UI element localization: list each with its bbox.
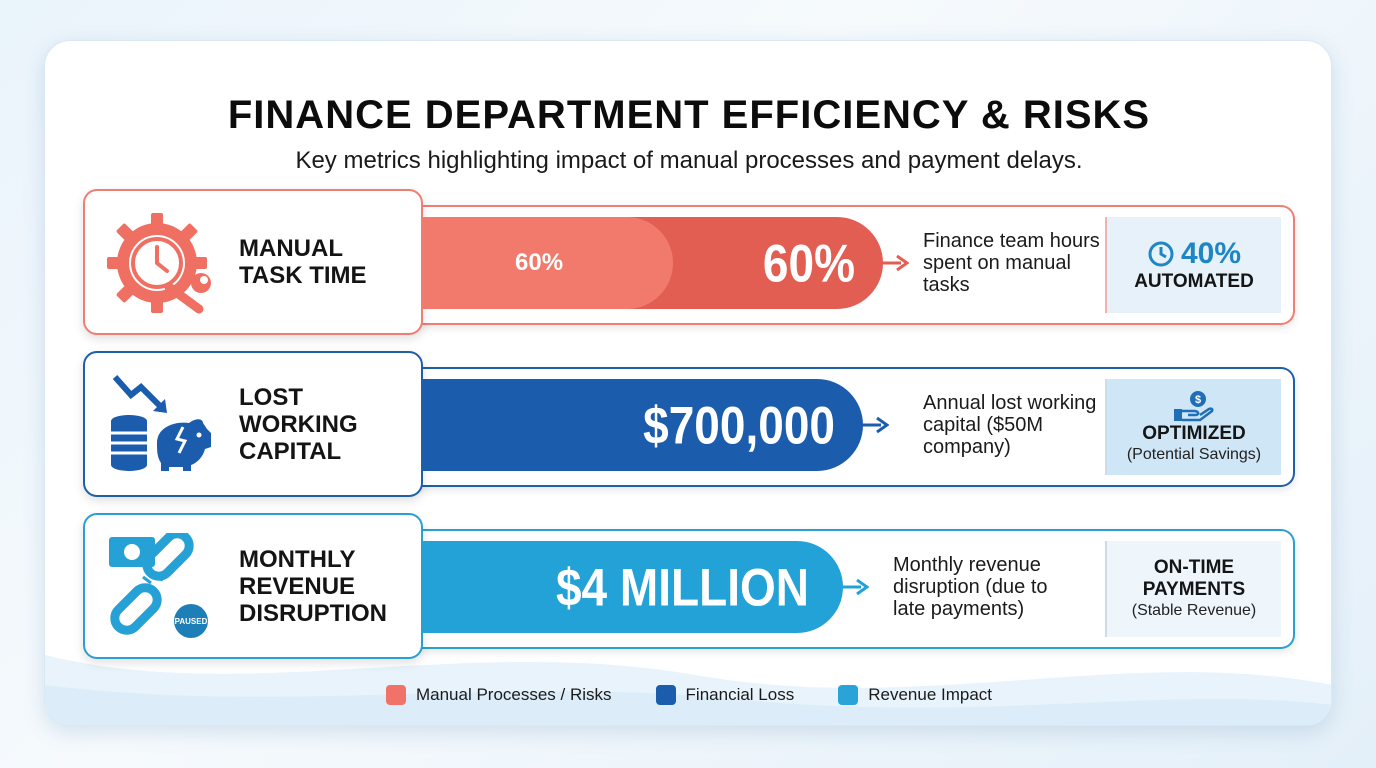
metric-description: Annual lost working capital ($50M compan… — [923, 392, 1097, 458]
infographic-card: FINANCE DEPARTMENT EFFICIENCY & RISKS Ke… — [44, 40, 1332, 726]
hand-coin-icon: $ — [1174, 391, 1214, 422]
metric-label-panel: PAUSED MONTHLY REVENUE DISRUPTION — [83, 513, 423, 659]
metric-bar: $700,000 — [423, 379, 863, 471]
arrow-right-icon — [881, 254, 909, 272]
metric-label: MANUAL TASK TIME — [239, 191, 419, 333]
solution-note: (Stable Revenue) — [1131, 602, 1257, 619]
legend-item: Revenue Impact — [838, 683, 992, 707]
bar-value: $4 MILLION — [555, 557, 809, 617]
broken-chain-money-icon: PAUSED — [109, 533, 208, 638]
bar-value: 60% — [762, 233, 855, 293]
arrow-right-icon — [841, 578, 869, 596]
metric-row-manual-task-time: MANUAL TASK TIME 60% 60% Finance team ho… — [83, 189, 1295, 335]
metric-row-monthly-revenue-disruption: PAUSED MONTHLY REVENUE DISRUPTION $4 MIL… — [83, 513, 1295, 659]
label-line: CAPITAL — [239, 437, 342, 465]
metric-bar: $4 MILLION — [423, 541, 843, 633]
coins-piggy-bank-icon — [111, 375, 211, 471]
solution-value: 40% — [1180, 237, 1242, 270]
clock-icon — [1148, 241, 1174, 267]
legend-item: Manual Processes / Risks — [385, 683, 612, 707]
page-title: FINANCE DEPARTMENT EFFICIENCY & RISKS — [227, 93, 1151, 137]
legend-label: Manual Processes / Risks — [415, 685, 612, 704]
metric-description: Finance team hours spent on manual tasks — [923, 230, 1100, 296]
solution-note: (Potential Savings) — [1126, 446, 1262, 463]
metric-description: Monthly revenue disruption (due to late … — [893, 554, 1048, 620]
solution-box: ON-TIME PAYMENTS (Stable Revenue) — [1105, 541, 1281, 637]
legend-swatch — [838, 685, 859, 705]
metric-row-lost-working-capital: LOST WORKING CAPITAL $700,000 Annual los… — [83, 351, 1295, 497]
solution-label-line: ON-TIME — [1153, 557, 1235, 578]
label-line: REVENUE — [239, 572, 356, 600]
legend-label: Revenue Impact — [868, 685, 993, 704]
metric-label-panel: LOST WORKING CAPITAL — [83, 351, 423, 497]
paused-badge-text: PAUSED — [175, 617, 208, 626]
gear-clock-wrench-icon — [107, 213, 211, 314]
label-line: MONTHLY — [239, 545, 356, 573]
metric-label-panel: MANUAL TASK TIME — [83, 189, 423, 335]
label-line: WORKING — [239, 410, 358, 438]
bar-value: $700,000 — [643, 395, 835, 455]
label-line: MANUAL — [239, 235, 343, 262]
bar-segment — [423, 217, 673, 309]
legend-label: Financial Loss — [685, 685, 795, 704]
solution-value-line: 40% — [1147, 237, 1241, 271]
label-line: DISRUPTION — [239, 599, 388, 627]
solution-box: 40% AUTOMATED — [1105, 217, 1281, 313]
metric-bar: 60% 60% — [423, 217, 883, 309]
metric-label: MONTHLY REVENUE DISRUPTION — [239, 515, 419, 657]
svg-text:$: $ — [1195, 394, 1201, 406]
background-wave — [45, 655, 1331, 725]
label-line: LOST — [239, 383, 303, 411]
label-line: TASK TIME — [239, 262, 367, 289]
legend: Manual Processes / Risks Financial Loss … — [45, 683, 1331, 707]
page-subtitle: Key metrics highlighting impact of manua… — [295, 147, 1083, 174]
legend-swatch — [385, 685, 406, 705]
metric-label: LOST WORKING CAPITAL — [239, 353, 419, 495]
solution-label-line: PAYMENTS — [1142, 579, 1246, 600]
solution-box: $ OPTIMIZED (Potential Savings) — [1105, 379, 1281, 475]
solution-label: AUTOMATED — [1134, 271, 1254, 292]
legend-item: Financial Loss — [655, 683, 795, 707]
legend-swatch — [655, 685, 676, 705]
solution-label: OPTIMIZED — [1142, 423, 1246, 444]
bar-small-value: 60% — [515, 249, 564, 276]
arrow-right-icon — [861, 416, 889, 434]
